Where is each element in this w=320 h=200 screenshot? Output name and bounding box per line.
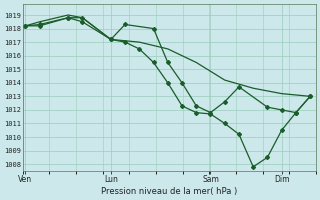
- X-axis label: Pression niveau de la mer( hPa ): Pression niveau de la mer( hPa ): [101, 187, 237, 196]
